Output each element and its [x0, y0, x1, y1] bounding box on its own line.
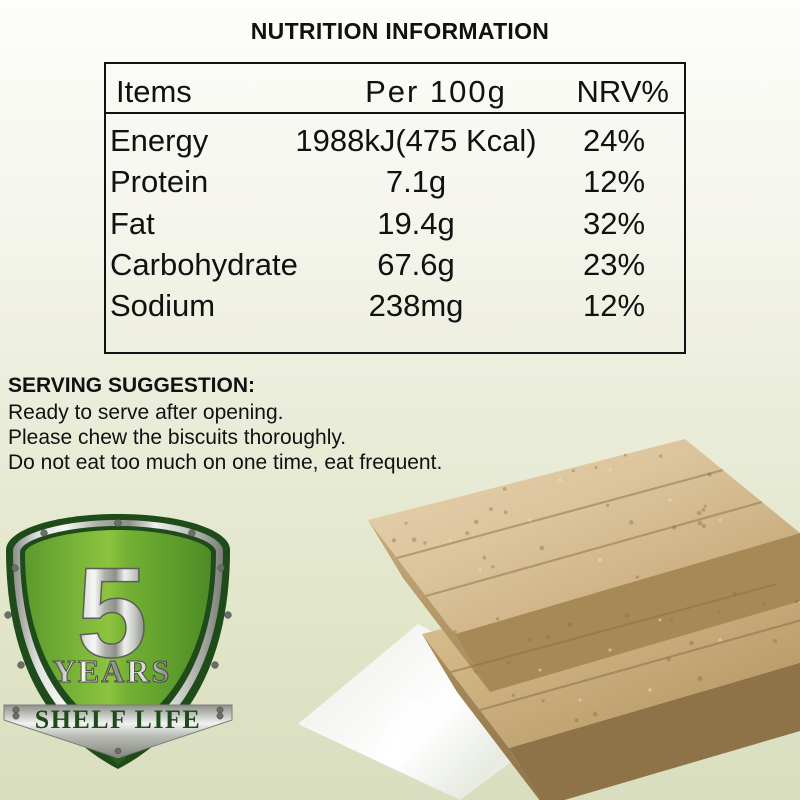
svg-text:SHELF LIFE: SHELF LIFE [35, 705, 201, 734]
svg-text:YEARS: YEARS [53, 653, 171, 689]
